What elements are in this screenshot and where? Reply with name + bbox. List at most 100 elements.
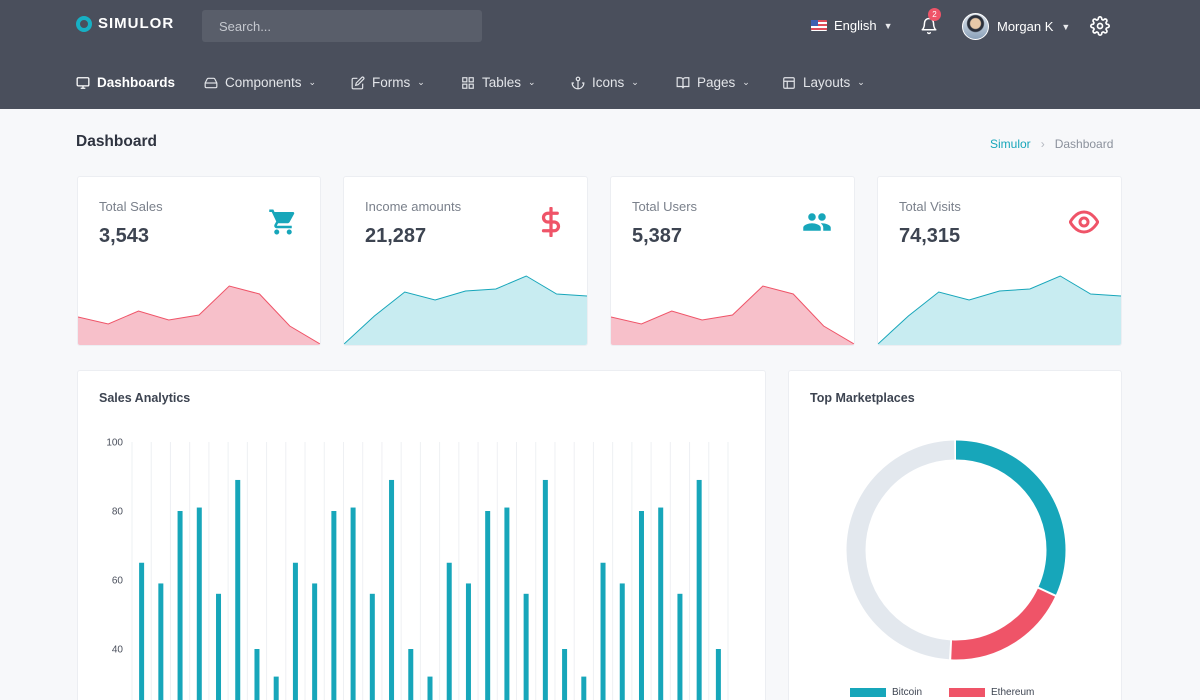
- sparkline-line: [78, 285, 320, 345]
- bar[interactable]: [638, 511, 644, 700]
- bar[interactable]: [504, 507, 510, 700]
- menu-item-label: Layouts: [803, 75, 851, 90]
- menu-item-label: Forms: [372, 75, 411, 90]
- stat-card-total-users: Total Users 5,387: [610, 176, 855, 346]
- book-icon: [676, 76, 690, 88]
- bar[interactable]: [581, 676, 587, 700]
- menu-item-layouts[interactable]: Layouts ⌄: [782, 75, 865, 90]
- top-marketplaces-chart: [846, 440, 1066, 660]
- sparkline-chart: [878, 275, 1121, 345]
- chevron-down-icon: ▼: [1061, 21, 1071, 32]
- bar[interactable]: [177, 511, 183, 700]
- panel-title: Top Marketplaces: [810, 391, 915, 405]
- language-label: English: [834, 18, 877, 33]
- y-tick-label: 60: [112, 576, 124, 587]
- breadcrumb-link[interactable]: Simulor: [990, 137, 1031, 151]
- bar[interactable]: [216, 593, 222, 700]
- menu-item-label: Pages: [697, 75, 736, 90]
- bar[interactable]: [677, 593, 683, 700]
- drive-icon: [204, 77, 218, 88]
- breadcrumb: Simulor › Dashboard: [990, 137, 1113, 151]
- bar[interactable]: [600, 562, 606, 700]
- main-menu: Dashboards Components ⌄ Forms ⌄ Tables ⌄…: [0, 52, 1200, 109]
- legend-label: Bitcoin: [892, 687, 923, 698]
- bar[interactable]: [369, 593, 375, 700]
- bar[interactable]: [658, 507, 664, 700]
- stat-card-total-visits: Total Visits 74,315: [877, 176, 1122, 346]
- page-title: Dashboard: [76, 133, 157, 150]
- donut-slice[interactable]: [846, 440, 1066, 660]
- sparkline-area: [344, 276, 587, 345]
- bar[interactable]: [619, 583, 625, 700]
- menu-item-tables[interactable]: Tables ⌄: [461, 75, 536, 90]
- menu-item-components[interactable]: Components ⌄: [204, 75, 316, 90]
- bar[interactable]: [715, 649, 721, 700]
- us-flag-icon: [811, 20, 827, 31]
- bar[interactable]: [446, 562, 452, 700]
- bar[interactable]: [408, 649, 414, 700]
- menu-item-dashboards[interactable]: Dashboards: [76, 75, 175, 90]
- stat-value: 21,287: [365, 225, 427, 247]
- bar[interactable]: [254, 649, 260, 700]
- grid-icon: [462, 76, 474, 89]
- legend-item[interactable]: Ethereum: [949, 687, 1034, 698]
- donut-slice[interactable]: [846, 440, 1066, 660]
- bar[interactable]: [427, 676, 433, 700]
- users-icon: [803, 213, 831, 231]
- stat-label: Total Users: [632, 199, 698, 214]
- user-name: Morgan K: [997, 19, 1054, 34]
- shopping-cart-icon: [269, 209, 295, 235]
- bar[interactable]: [465, 583, 471, 700]
- layout-icon: [783, 76, 795, 89]
- menu-item-label: Tables: [482, 75, 522, 90]
- stat-label: Total Sales: [99, 199, 163, 214]
- app-name: SIMULOR: [98, 15, 175, 32]
- stat-value: 3,543: [99, 225, 150, 247]
- stat-value: 5,387: [632, 225, 683, 247]
- chevron-down-icon: ⌄: [417, 77, 425, 87]
- stat-label: Income amounts: [365, 199, 462, 214]
- bar[interactable]: [389, 479, 395, 700]
- chevron-down-icon: ⌄: [528, 77, 536, 87]
- bar[interactable]: [331, 511, 337, 700]
- sparkline-line: [878, 275, 1121, 345]
- monitor-icon: [76, 76, 90, 89]
- search-input[interactable]: [202, 10, 482, 42]
- bar[interactable]: [235, 479, 241, 700]
- notification-badge: 2: [928, 8, 941, 21]
- bar[interactable]: [350, 507, 356, 700]
- menu-item-label: Components: [225, 75, 302, 90]
- gear-icon[interactable]: [1090, 16, 1110, 36]
- menu-item-pages[interactable]: Pages ⌄: [676, 75, 750, 90]
- eye-icon: [1069, 210, 1099, 234]
- bar[interactable]: [542, 479, 548, 700]
- top-marketplaces-panel: Top Marketplaces Bitcoin Ethereum: [788, 370, 1122, 700]
- menu-item-label: Icons: [592, 75, 625, 90]
- bar[interactable]: [158, 583, 164, 700]
- sparkline-chart: [611, 285, 854, 345]
- chevron-down-icon: ⌄: [631, 77, 639, 87]
- bar[interactable]: [696, 479, 702, 700]
- bar[interactable]: [139, 562, 145, 700]
- chevron-down-icon: ⌄: [308, 77, 317, 87]
- bar[interactable]: [312, 583, 318, 700]
- menu-item-forms[interactable]: Forms ⌄: [351, 75, 425, 90]
- sparkline-line: [611, 285, 854, 345]
- sparkline-chart: [78, 285, 320, 345]
- breadcrumb-current: Dashboard: [1054, 137, 1114, 151]
- donut-slice[interactable]: [846, 440, 1066, 660]
- language-selector[interactable]: English ▼: [811, 18, 893, 33]
- bar[interactable]: [485, 511, 491, 700]
- sparkline-area: [878, 276, 1121, 345]
- panel-title: Sales Analytics: [99, 391, 191, 405]
- menu-item-icons[interactable]: Icons ⌄: [571, 75, 639, 90]
- stat-card-total-sales: Total Sales 3,543: [77, 176, 321, 346]
- bar[interactable]: [562, 649, 568, 700]
- legend-item[interactable]: Bitcoin: [850, 687, 922, 698]
- app-logo[interactable]: SIMULOR: [76, 15, 174, 32]
- bar[interactable]: [196, 507, 202, 700]
- bar[interactable]: [273, 676, 279, 700]
- bar[interactable]: [292, 562, 298, 700]
- user-menu[interactable]: Morgan K ▼: [962, 13, 1070, 40]
- bar[interactable]: [523, 593, 529, 700]
